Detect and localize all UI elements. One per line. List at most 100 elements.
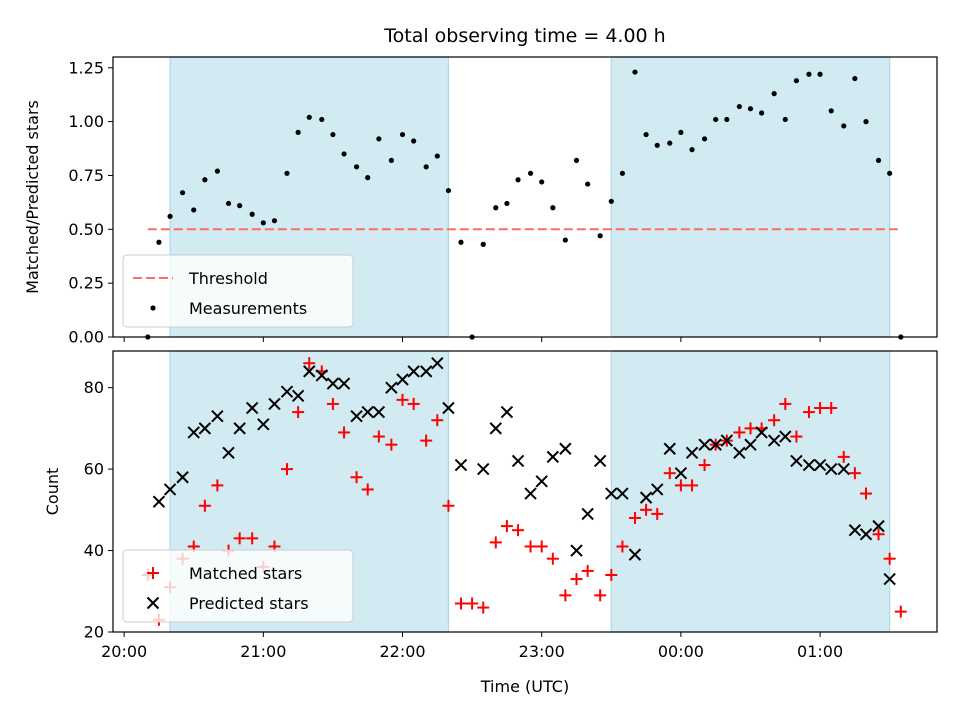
matched-stars-point	[280, 463, 293, 476]
predicted-stars-point	[837, 462, 850, 476]
predicted-stars-point	[315, 369, 328, 382]
predicted-stars-point-b	[303, 365, 316, 378]
predicted-stars-point-b	[361, 405, 374, 419]
measurements-point	[852, 75, 858, 82]
x-tick-label: 23:00	[519, 642, 565, 661]
matched-stars-point	[385, 438, 398, 451]
predicted-stars-point-b	[605, 487, 618, 500]
matched-stars-point	[825, 402, 838, 415]
predicted-stars-point-b	[233, 422, 246, 435]
measurements-point	[550, 205, 556, 211]
measurement-points	[145, 69, 904, 340]
ratio-y-axis-label: Matched/Predicted stars	[23, 100, 42, 294]
predicted-stars-point-b	[859, 528, 873, 541]
measurements-point	[319, 116, 325, 123]
measurements-point	[619, 170, 626, 176]
ratio-x-ticks	[123, 337, 821, 342]
x-tick-label: 22:00	[379, 642, 425, 661]
predicted-stars-point-b	[767, 434, 781, 447]
ratio-y-ticks: 0.00 0.25 0.50 0.75 1.00 1.25	[68, 58, 113, 347]
x-tick-label: 21:00	[240, 642, 286, 661]
measurements-point	[759, 110, 765, 116]
predicted-stars-point	[744, 438, 757, 451]
predicted-stars-point	[535, 475, 548, 488]
predicted-stars-point-b	[813, 458, 827, 472]
measurements-point	[330, 131, 336, 138]
predicted-stars-point	[616, 487, 629, 500]
x-tick-label: 00:00	[658, 642, 704, 661]
predicted-stars-point-b	[720, 434, 734, 447]
predicted-stars-point	[570, 544, 583, 557]
predicted-stars-point-b	[257, 418, 270, 431]
predicted-stars-point-b	[628, 548, 642, 561]
predicted-stars-point-b	[350, 409, 363, 423]
legend-label: Threshold	[188, 269, 268, 288]
predicted-stars-point-b	[872, 519, 885, 533]
measurements-point	[806, 71, 812, 77]
predicted-stars-point	[489, 422, 502, 435]
predicted-stars-point-b	[581, 507, 594, 521]
measurements-point	[237, 203, 243, 209]
matched-stars-point	[535, 540, 548, 553]
predicted-stars-point	[257, 418, 270, 431]
matched-stars-point	[883, 552, 896, 565]
matched-stars-point	[396, 393, 409, 406]
measurements-point	[167, 213, 173, 219]
measurements-point	[411, 138, 417, 144]
predicted-stars-point	[720, 434, 734, 447]
measurements-point	[828, 108, 834, 114]
predicted-stars-point-b	[733, 446, 746, 460]
predicted-stars-point-b	[396, 373, 409, 386]
y-tick-label: 80	[84, 378, 104, 397]
matched-stars-point	[640, 503, 653, 516]
y-tick-label: 40	[84, 541, 104, 560]
measurements-point	[202, 177, 208, 183]
legend-box	[122, 549, 354, 623]
predicted-stars-point	[883, 572, 896, 586]
predicted-stars-point	[477, 462, 490, 476]
predicted-stars-point	[326, 377, 340, 390]
predicted-stars-point	[605, 487, 618, 500]
y-tick-label: 20	[84, 623, 104, 642]
measurements-point	[747, 106, 754, 112]
predicted-stars-point-b	[152, 495, 166, 508]
predicted-stars-point-b	[407, 365, 420, 378]
matched-stars-point	[211, 479, 224, 492]
matched-stars-point	[292, 406, 305, 419]
matched-stars-point	[246, 532, 259, 545]
y-tick-label: 0.25	[68, 274, 104, 293]
legend-label: Predicted stars	[189, 594, 309, 613]
predicted-stars-point	[709, 438, 722, 451]
predicted-stars-point	[767, 434, 781, 447]
predicted-stars-point	[303, 365, 316, 378]
ratio-panel: 0.00 0.25 0.50 0.75 1.00 1.25 Matched/Predict…	[23, 56, 938, 347]
matched-stars-point	[663, 467, 676, 480]
predicted-stars-point-b	[511, 454, 525, 468]
predicted-stars-point	[396, 373, 409, 386]
predicted-stars-point-b	[651, 483, 664, 496]
matched-stars-point	[466, 597, 479, 610]
predicted-stars-point	[848, 523, 862, 537]
legend-predicted-stars-swatch-b	[146, 596, 160, 610]
matched-stars-point	[303, 357, 316, 370]
measurements-point	[480, 241, 486, 247]
predicted-stars-point-b	[685, 446, 699, 460]
predicted-stars-point-b	[802, 458, 816, 472]
matched-stars-point	[198, 499, 211, 512]
measurements-point	[667, 140, 673, 146]
shaded-span	[610, 350, 891, 633]
measurements-point	[365, 175, 371, 181]
predicted-stars-point-b	[291, 389, 305, 403]
measurements-point	[632, 69, 638, 75]
shaded-span	[610, 56, 891, 338]
matched-stars-point	[860, 487, 873, 500]
predicted-stars-point-b	[559, 442, 572, 455]
predicted-stars-point-b	[454, 458, 468, 472]
legend-measurements-swatch	[150, 305, 156, 311]
y-tick-label: 1.00	[68, 112, 104, 131]
measurements-point	[689, 147, 695, 153]
predicted-stars-point-b	[477, 462, 490, 476]
measurements-point	[585, 181, 591, 187]
predicted-stars-point	[222, 446, 235, 460]
